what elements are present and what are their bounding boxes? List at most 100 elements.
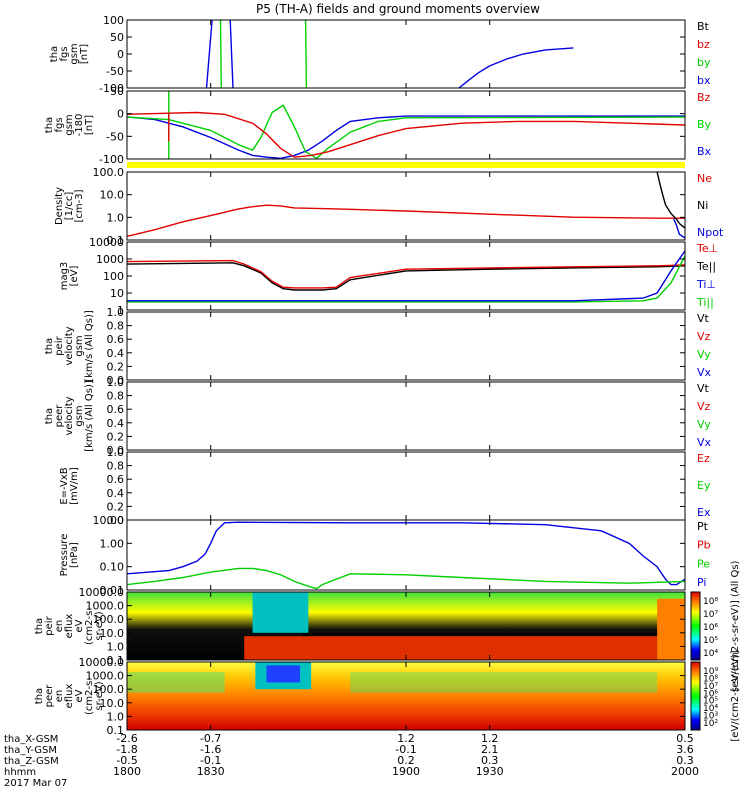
y-tick-label: 10000.0 xyxy=(79,586,125,599)
colorbar xyxy=(690,591,701,661)
footer-value: -0.5 xyxy=(116,754,137,767)
y-tick-label: -50 xyxy=(106,130,124,143)
y-tick-label: 50 xyxy=(110,85,124,98)
y-tick-label: 1000.0 xyxy=(86,670,125,683)
y-axis-label: peir xyxy=(54,335,65,355)
y-tick-label: 1.0 xyxy=(107,306,125,319)
y-tick-label: 0.0 xyxy=(107,444,125,457)
series-line-pe xyxy=(126,567,686,590)
y-tick-label: 0.8 xyxy=(107,320,125,333)
series-line-npot xyxy=(673,218,686,239)
y-axis-label: peir xyxy=(44,615,55,635)
legend-label: Npot xyxy=(697,226,724,239)
y-tick-label: 10.0 xyxy=(100,697,125,710)
y-tick-label: 0.8 xyxy=(107,390,125,403)
y-tick-label: 0.1 xyxy=(107,234,125,247)
legend-label: Bt xyxy=(697,20,710,33)
y-tick-label: 10.0 xyxy=(100,627,125,640)
y-tick-label: 100 xyxy=(103,14,124,27)
legend-label: Te|| xyxy=(696,260,716,273)
legend-label: Pi xyxy=(697,576,706,589)
legend-label: Ni xyxy=(697,199,708,212)
legend-label: Bx xyxy=(697,145,712,158)
series-line-bx xyxy=(205,19,213,89)
y-axis-label: eflux xyxy=(64,614,75,639)
spectrogram-green-left xyxy=(127,672,225,693)
y-axis-label: peer xyxy=(44,684,55,708)
panel-frame xyxy=(126,311,686,381)
y-axis-label: [1/cc] xyxy=(64,192,75,221)
colorbar-tick-label: 10⁴ xyxy=(703,649,718,659)
series-line-ti xyxy=(127,255,686,303)
footer-value: -0.1 xyxy=(395,743,416,756)
panel-frame xyxy=(126,451,686,521)
legend-label: Vz xyxy=(697,330,711,343)
panel-frame xyxy=(126,90,686,160)
legend-label: Ez xyxy=(697,452,710,465)
footer-row-label: tha_Z-GSM xyxy=(4,756,59,767)
footer-value: 1930 xyxy=(476,765,504,778)
colorbar-tick-label: 10⁸ xyxy=(703,597,718,607)
y-axis-label: [mV/m] xyxy=(69,467,80,505)
y-axis-label: velocity xyxy=(64,396,75,435)
footer-value: 1900 xyxy=(392,765,420,778)
footer-value: 1800 xyxy=(113,765,141,778)
footer-value: 0.5 xyxy=(676,732,694,745)
series-line-ti xyxy=(127,250,686,302)
y-tick-label: 100 xyxy=(103,270,124,283)
colorbar-tick-label: 10⁵ xyxy=(703,697,718,707)
figure-title: P5 (TH-A) fields and ground moments over… xyxy=(256,2,540,16)
legend-label: Pb xyxy=(697,539,711,552)
y-axis-label: fgs xyxy=(59,46,70,61)
y-tick-label: 1000.0 xyxy=(86,600,125,613)
spectrogram-ion-band xyxy=(244,636,658,660)
spectrogram-green-right xyxy=(350,672,658,693)
y-tick-label: 1.0 xyxy=(107,710,125,723)
y-tick-label: 10000.0 xyxy=(79,656,125,669)
footer-value: 1830 xyxy=(197,765,225,778)
y-tick-label: 0.2 xyxy=(107,500,125,513)
y-axis-label: [eV] xyxy=(69,266,80,287)
y-axis-label: en xyxy=(54,620,65,633)
legend-label: bx xyxy=(697,74,711,87)
spectrogram-blue xyxy=(266,665,300,683)
y-axis-label: gsm xyxy=(74,405,85,426)
footer-value: 1.2 xyxy=(481,732,499,745)
y-axis-label: tha xyxy=(34,688,45,704)
legend-label: Vt xyxy=(697,382,710,395)
y-axis-label: sr-eV) xyxy=(94,611,105,640)
y-axis-label: Pressure xyxy=(59,534,70,577)
footer-row-label: tha_X-GSM xyxy=(4,734,58,745)
y-tick-label: -100 xyxy=(99,82,124,95)
y-tick-label: 1.0 xyxy=(107,640,125,653)
footer-value: -2.6 xyxy=(116,732,137,745)
y-axis-label: eV xyxy=(74,619,85,632)
legend-label: Pt xyxy=(697,520,709,533)
y-tick-label: 10.00 xyxy=(93,514,125,527)
y-axis-label: gsm xyxy=(69,43,80,64)
y-tick-label: 1000 xyxy=(96,253,124,266)
y-axis-label: (cm2-s- xyxy=(84,607,95,645)
y-axis-label: [nT] xyxy=(84,115,95,135)
y-axis-label: velocity xyxy=(64,326,75,365)
spectrogram-cyan xyxy=(252,592,309,633)
y-tick-label: 0.4 xyxy=(107,487,125,500)
footer-value: -0.7 xyxy=(200,732,221,745)
y-axis-label: tha xyxy=(44,338,55,354)
y-tick-label: 0.2 xyxy=(107,360,125,373)
y-tick-label: -50 xyxy=(106,65,124,78)
y-axis-label: fgs xyxy=(54,117,65,132)
legend-label: Pe xyxy=(697,557,710,570)
y-axis-label: gsm xyxy=(74,335,85,356)
y-axis-label: tha xyxy=(44,408,55,424)
y-axis-label: tha xyxy=(49,46,60,62)
footer-value: -1.8 xyxy=(116,743,137,756)
y-tick-label: 1 xyxy=(117,304,124,317)
footer-value: 0.3 xyxy=(676,754,694,767)
y-tick-label: 100.0 xyxy=(93,166,125,179)
y-axis-label: [km/s (All Qs)] xyxy=(84,380,95,452)
y-tick-label: 0.6 xyxy=(107,403,125,416)
y-axis-label: [cm-3] xyxy=(74,189,85,222)
